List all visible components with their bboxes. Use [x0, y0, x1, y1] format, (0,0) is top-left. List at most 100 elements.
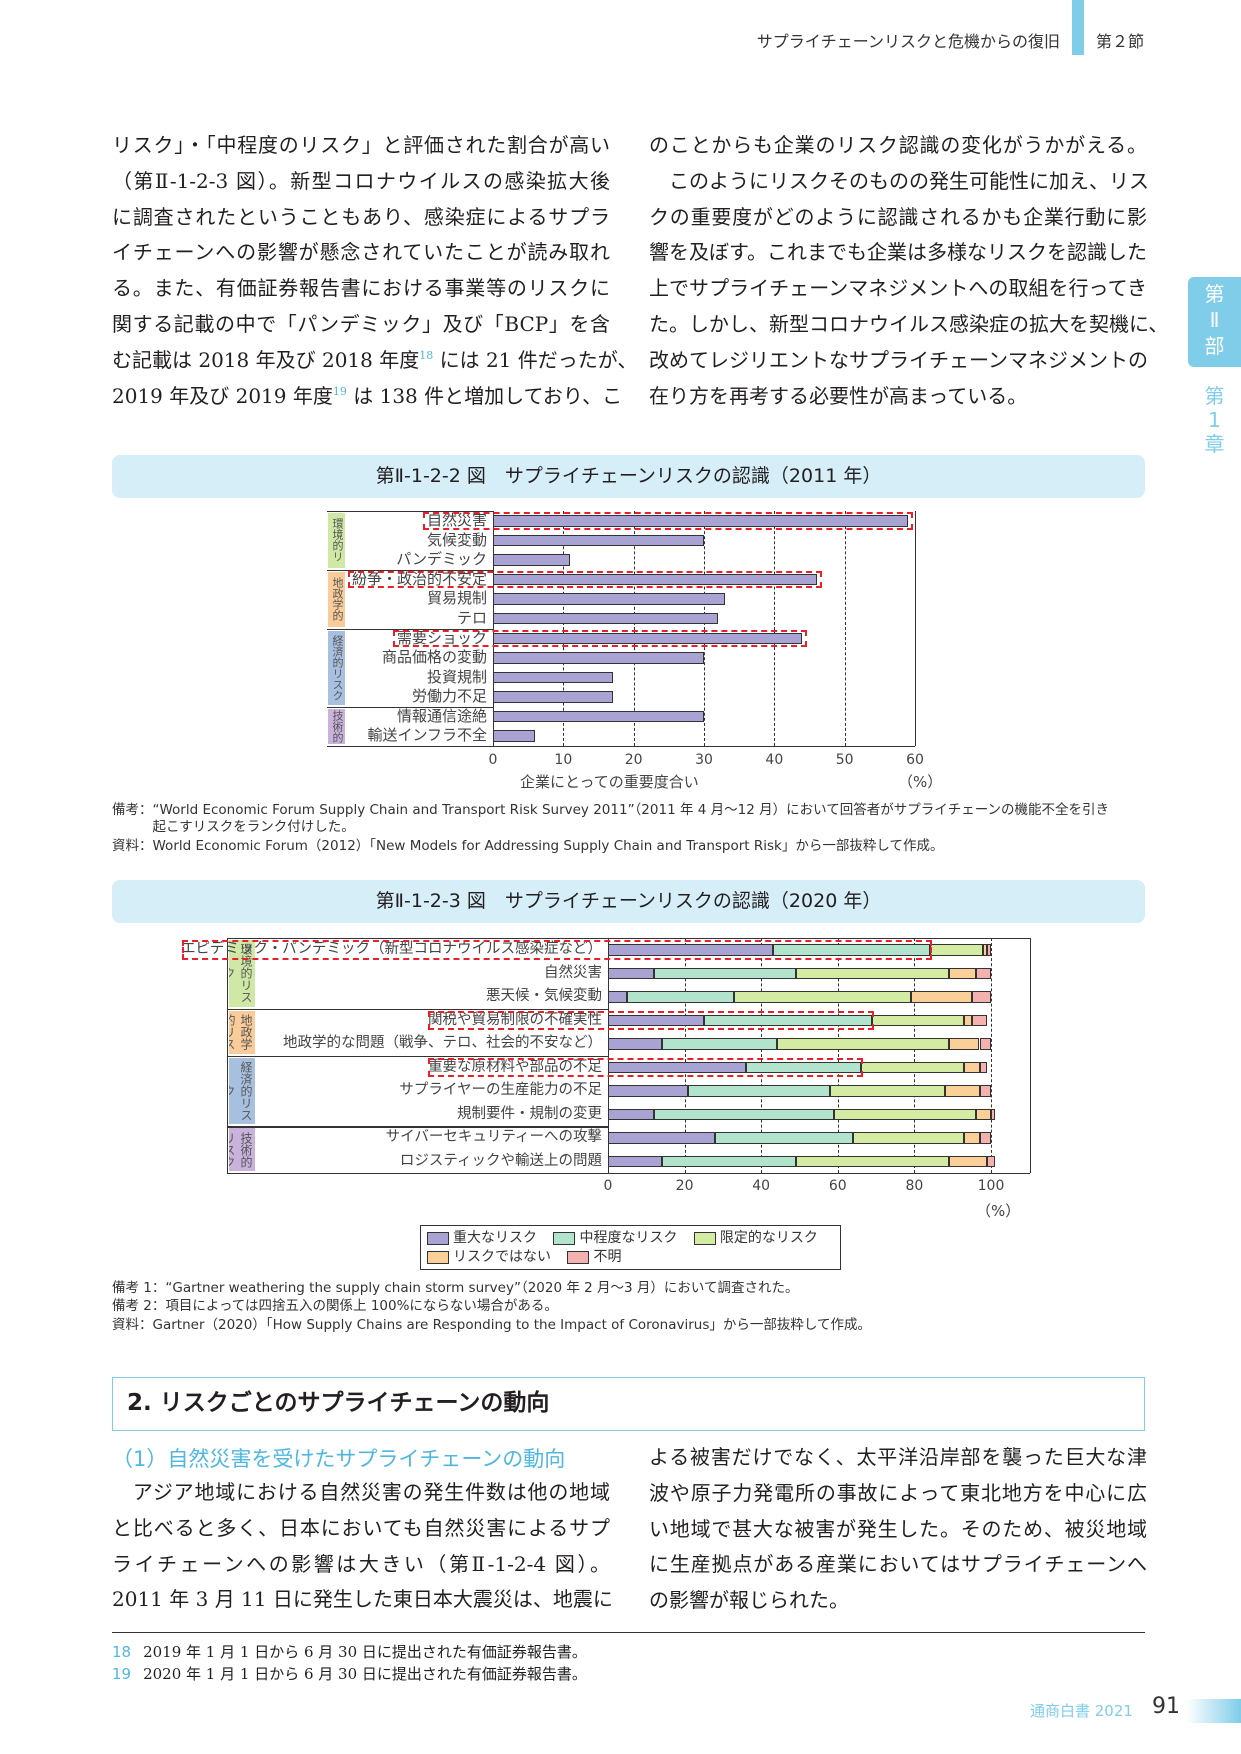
footnote-number: 19: [112, 1665, 132, 1683]
bar-segment: [608, 991, 628, 1003]
legend-item: リスクではない: [427, 1248, 551, 1267]
legend-item: 中程度なリスク: [553, 1229, 677, 1248]
bar-segment: [653, 967, 796, 979]
category-label: 輸送インフラ不全: [367, 726, 487, 745]
bar-segment: [979, 1061, 988, 1073]
legend-item: 重大なリスク: [427, 1229, 537, 1248]
figure-2-legend: 重大なリスク 中程度なリスク 限定的なリスク リスクではない 不明: [420, 1225, 841, 1270]
category-label: 悪天候・気候変動: [486, 988, 602, 1004]
bar-segment: [608, 1038, 662, 1050]
footnote-ref[interactable]: 18: [419, 348, 434, 362]
bar: [493, 652, 704, 664]
bar-segment: [795, 967, 949, 979]
plot-top-border: [327, 511, 493, 512]
text-run: む記載は 2018 年及び 2018 年度: [112, 347, 420, 372]
category-label: 情報通信途絶: [396, 706, 487, 725]
bar-segment: [872, 1014, 965, 1026]
category-label: 労働力不足: [411, 687, 487, 706]
bar-segment: [734, 991, 911, 1003]
bar: [493, 612, 719, 625]
bar-segment: [653, 1108, 834, 1120]
legend-label: 重大なリスク: [453, 1230, 537, 1246]
figure-2-source: 資料：Gartner（2020）「How Supply Chains are R…: [112, 1317, 871, 1333]
bar: [493, 515, 908, 527]
legend-label: 限定的なリスク: [719, 1230, 818, 1246]
x-tick-label: 60: [906, 752, 924, 768]
figure-1-source: 資料：World Economic Forum（2012）「New Models…: [112, 838, 944, 854]
footnote-ref[interactable]: 19: [332, 384, 347, 398]
bar-segment: [608, 967, 654, 979]
gridline: [914, 938, 916, 1173]
legend-swatch: [427, 1231, 449, 1245]
text-line: よる被害だけでなく、太平洋沿岸部を襲った巨大な津: [649, 1440, 1147, 1476]
x-tick-label: 30: [695, 752, 713, 768]
x-tick-label: 0: [488, 752, 498, 768]
plot-left-border: [227, 938, 228, 1173]
legend-label: 中程度なリスク: [579, 1230, 678, 1246]
text-run: 上でサプライチェーンマネジメントへの取組を行ってき: [649, 276, 1147, 301]
bar-segment: [964, 1132, 980, 1144]
figure-1-note: 備考：“World Economic Forum Supply Chain an…: [112, 802, 1110, 818]
bar-segment: [964, 1014, 972, 1026]
footnote-18: 18 2019 年 1 月 1 日から 6 月 30 日に提出された有価証券報告書…: [112, 1641, 587, 1662]
gridline: [633, 511, 635, 746]
text-line: 改めてレジリエントなサプライチェーンマネジメントの: [649, 343, 1148, 379]
bar-segment: [776, 1038, 949, 1050]
x-axis-unit: （%）: [976, 1202, 1021, 1220]
figure-2-note-1: 備考 1：“Gartner weathering the supply chai…: [112, 1280, 799, 1296]
bar-segment: [948, 967, 976, 979]
category-label: 紛争・政治的不安定: [351, 569, 487, 588]
text-line: 在り方を再考する必要性が高まっている。: [649, 379, 1147, 415]
text-run: イチェーンへの影響が懸念されていたことが読み取れ: [112, 240, 610, 265]
text-line: む記載は 2018 年及び 2018 年度18 には 21 件だったが、: [112, 343, 637, 379]
bar: [493, 534, 704, 547]
footnote-text: 2019 年 1 月 1 日から 6 月 30 日に提出された有価証券報告書。: [143, 1643, 587, 1661]
text-line: イチェーンへの影響が懸念されていたことが読み取れ: [112, 235, 610, 271]
part-tab[interactable]: 第 Ⅱ 部: [1188, 277, 1241, 367]
group-divider: [327, 628, 493, 630]
part-tab-char: Ⅱ: [1209, 308, 1220, 332]
bar-segment: [975, 967, 991, 979]
bar-segment: [971, 1014, 988, 1026]
group-label: 経済的リスク: [229, 1057, 255, 1124]
x-axis-line: [327, 746, 915, 747]
text-run: 改めてレジリエントなサプライチェーンマネジメントの: [649, 347, 1148, 372]
bar-segment: [608, 1108, 654, 1120]
running-header-title: サプライチェーンリスクと危機からの復旧: [756, 32, 1060, 51]
category-label: 自然災害: [544, 964, 602, 981]
body-text-left-bottom: アジア地域における自然災害の発生件数は他の地域 と比べると多く、日本においても自然…: [112, 1475, 613, 1618]
bar: [493, 671, 613, 684]
text-run: 2019 年及び 2019 年度: [112, 383, 333, 408]
text-run: には 21 件だったが、: [433, 347, 638, 372]
text-line: （第Ⅱ-1-2-3 図）。新型コロナウイルスの感染拡大後: [112, 164, 610, 200]
plot-top-border: [227, 938, 1030, 939]
body-text-right-top: のことからも企業のリスク認識の変化がうかがえる。 このようにリスクそのものの発生…: [649, 128, 1168, 415]
bar: [493, 632, 803, 645]
subsection-heading: （1）自然災害を受けたサプライチェーンの動向: [112, 1447, 566, 1471]
text-line: に生産拠点がある産業においてはサプライチェーンへ: [649, 1547, 1147, 1583]
text-run: よる被害だけでなく、太平洋沿岸部を襲った巨大な津: [649, 1445, 1147, 1469]
bar-segment: [971, 991, 991, 1003]
figure-1-note-cont: 起こすリスクをランク付けした。: [112, 819, 355, 835]
chapter-tab[interactable]: 第 1 章: [1188, 384, 1241, 456]
text-run: アジア地域における自然災害の発生件数は他の地域: [112, 1480, 610, 1504]
x-tick-label: 40: [765, 752, 784, 768]
text-run: （第Ⅱ-1-2-3 図）。新型コロナウイルスの感染拡大後: [112, 168, 610, 193]
highlight-box: [423, 512, 913, 530]
bar-segment: [853, 1132, 965, 1144]
text-run: る。また、有価証券報告書における事業等のリスクに: [112, 276, 610, 301]
legend-swatch: [427, 1250, 449, 1264]
highlight-box: [348, 570, 822, 589]
bar-segment: [945, 1085, 980, 1097]
bar-segment: [964, 1061, 980, 1073]
category-label: 投資規制: [426, 667, 487, 686]
category-label: 地政学的な問題（戦争、テロ、社会的不安など）: [283, 1035, 602, 1051]
group-divider: [227, 1008, 608, 1010]
group-divider: [227, 1055, 608, 1057]
plot-right-border: [915, 511, 916, 746]
footnote-text: 2020 年 1 月 1 日から 6 月 30 日に提出された有価証券報告書。: [143, 1665, 587, 1683]
bar-segment: [987, 1155, 995, 1167]
x-tick-label: 40: [752, 1178, 771, 1194]
bar-segment: [910, 991, 972, 1003]
bar-segment: [608, 1085, 689, 1097]
